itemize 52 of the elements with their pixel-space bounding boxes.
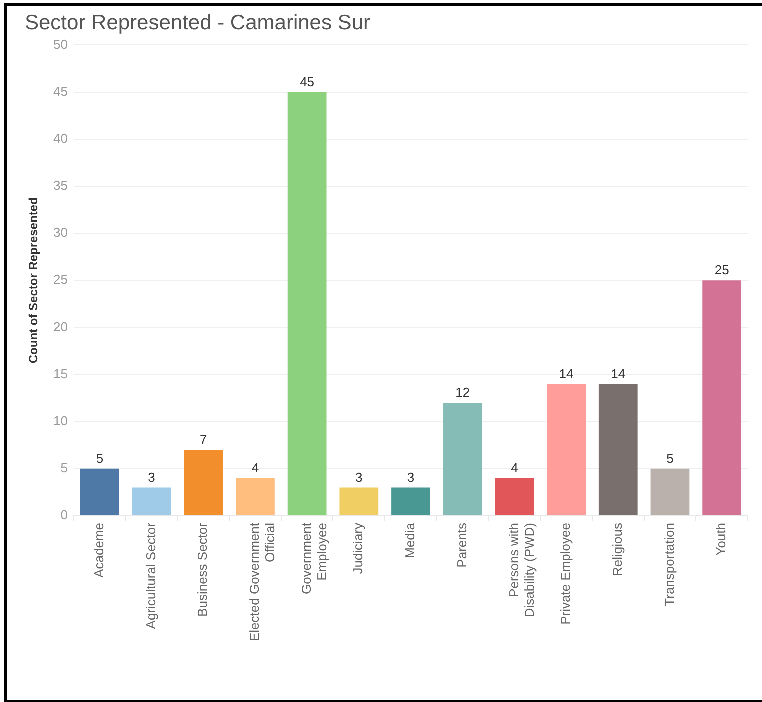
- bar: [184, 450, 224, 516]
- x-tick-label: Parents: [454, 522, 470, 568]
- data-label: 7: [200, 432, 208, 448]
- bar: [236, 478, 275, 516]
- data-label: 3: [148, 470, 156, 485]
- y-tick-label: 25: [54, 272, 68, 288]
- bar: [547, 384, 586, 516]
- data-label: 14: [611, 366, 626, 382]
- data-label: 4: [511, 460, 518, 476]
- data-label: 5: [96, 451, 104, 466]
- data-label: 45: [300, 74, 315, 90]
- x-tick-label: Judiciary: [350, 522, 366, 574]
- bar: [340, 488, 379, 516]
- bar: [702, 280, 742, 516]
- y-tick-label: 35: [54, 178, 68, 194]
- data-label: 4: [252, 460, 260, 476]
- y-tick-label: 50: [54, 36, 68, 52]
- x-tick-label: Government Employee: [298, 522, 330, 595]
- bar: [132, 488, 172, 516]
- y-tick-label: 20: [54, 319, 68, 334]
- x-tick-label: Elected Government Official: [247, 522, 278, 642]
- data-label: 14: [559, 366, 574, 382]
- bar: [443, 403, 482, 516]
- x-tick-label: Transportation: [662, 523, 677, 606]
- y-tick-label: 40: [54, 130, 68, 146]
- data-label: 12: [456, 385, 470, 400]
- y-axis-title: Count of Sector Represented: [26, 198, 41, 364]
- y-tick-label: 0: [60, 508, 68, 523]
- chart-title: Sector Represented - Camarines Sur: [25, 11, 370, 34]
- bar: [80, 468, 120, 516]
- bar: [495, 478, 534, 516]
- x-tick-label: Academe: [92, 523, 106, 578]
- bar: [650, 468, 690, 516]
- y-tick-label: 15: [54, 366, 68, 382]
- bar: [598, 384, 638, 516]
- y-tick-label: 10: [54, 413, 68, 428]
- bar: [288, 92, 327, 516]
- y-tick-label: 30: [54, 225, 68, 240]
- bar: [392, 488, 430, 516]
- data-label: 3: [407, 470, 415, 485]
- x-tick-label: Private Employee: [558, 523, 574, 625]
- x-tick-label: Business Sector: [195, 522, 210, 617]
- y-tick-label: 5: [60, 460, 68, 476]
- data-label: 3: [356, 470, 363, 485]
- x-tick-label: Religious: [610, 522, 625, 576]
- data-label: 5: [666, 451, 674, 466]
- x-tick-label: Agricultural Sector: [143, 522, 158, 630]
- y-tick-label: 45: [54, 84, 68, 99]
- x-tick-label: Youth: [714, 523, 729, 556]
- x-tick-label: Media: [402, 522, 418, 558]
- data-label: 25: [714, 262, 730, 278]
- x-tick-label: Persons with Disability (PWD): [506, 523, 537, 618]
